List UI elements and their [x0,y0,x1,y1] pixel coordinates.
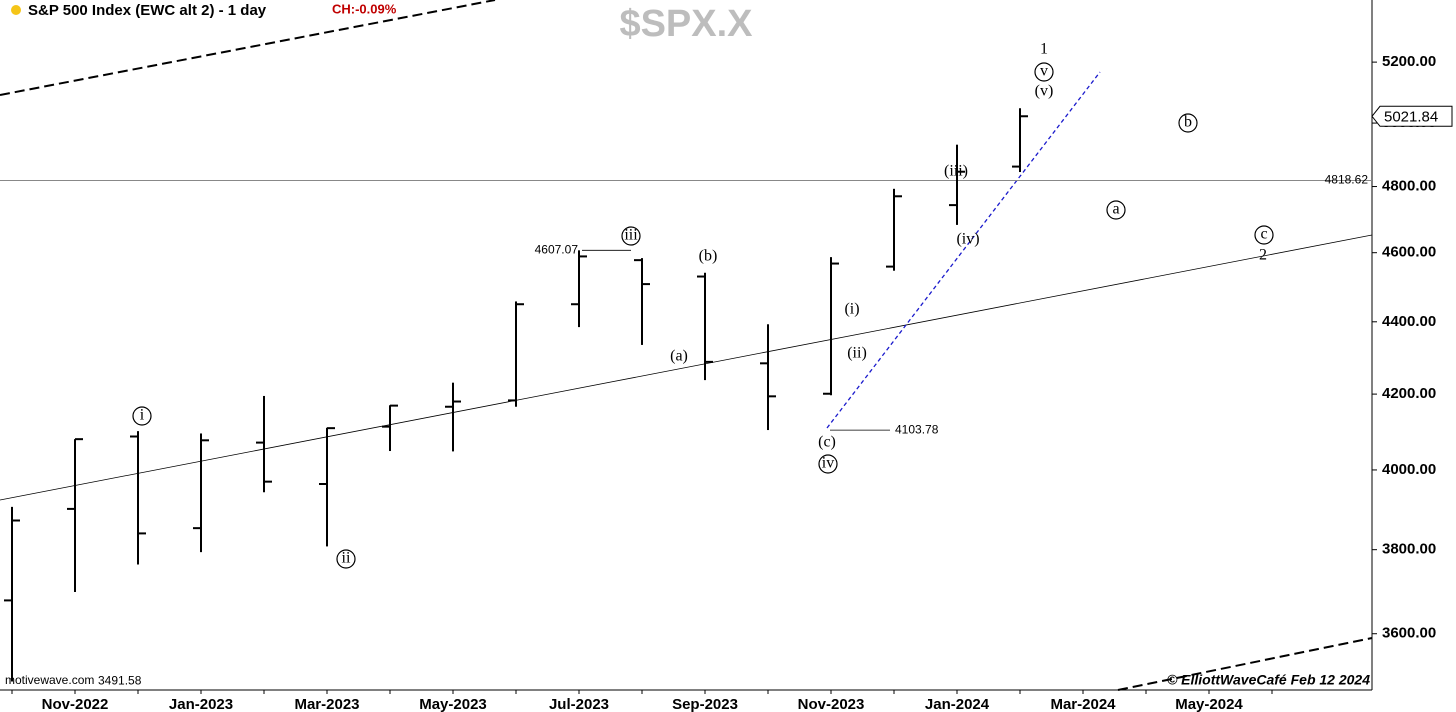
chart-title: S&P 500 Index (EWC alt 2) - 1 day [28,2,267,19]
trend-line [0,234,1373,501]
wave-label: (ii) [847,345,867,362]
x-tick-label: Jul-2023 [549,696,609,712]
last-price: 5021.84 [1384,108,1438,125]
wave-ring [818,454,838,474]
y-tick-label: 4600.00 [1382,244,1436,261]
wave-ring [1106,200,1126,220]
wave-ring [336,549,356,569]
wave-label: v [1040,63,1048,80]
x-tick-label: Nov-2022 [42,696,109,712]
wave-label: (i) [844,301,859,318]
y-tick-label: 4800.00 [1382,178,1436,195]
wave-ring [1034,62,1054,82]
wave-label: ii [342,550,351,567]
y-tick-label: 4000.00 [1382,461,1436,478]
annotation-label: 3491.58 [98,673,142,687]
wave-label: iv [822,455,834,472]
credit: © ElliottWaveCafé Feb 12 2024 [1167,672,1370,688]
wave-labels: 1 v (v) (iii) (iv) iii (b) (a) i ii (i) … [132,41,1274,569]
wave-label: iii [624,227,638,244]
source: motivewave.com [5,673,94,687]
wave-label: b [1184,114,1192,131]
wave-ring [621,226,641,246]
y-tick-label: 4200.00 [1382,385,1436,402]
change: CH:-0.09% [332,1,397,16]
wave-ring [1254,225,1274,245]
x-tick-label: Mar-2024 [1050,696,1116,712]
wave-label: (iv) [956,231,979,248]
channel-line [1117,637,1373,691]
wave-label: i [140,407,145,424]
x-tick-label: May-2023 [419,696,487,712]
wave-label: 2 [1259,247,1267,264]
trend-line [826,71,1101,429]
wave-label: (a) [670,348,688,365]
wave-label: (v) [1035,83,1054,100]
x-tick-label: Jan-2023 [169,696,233,712]
level-label: 4818.62 [1325,173,1369,187]
y-tick-label: 4400.00 [1382,313,1436,330]
x-tick-label: Sep-2023 [672,696,738,712]
y-tick-label: 3800.00 [1382,541,1436,558]
y-tick-label: 5200.00 [1382,53,1436,70]
wave-label: c [1260,226,1267,243]
status-dot [11,5,21,15]
wave-ring [132,406,152,426]
x-tick-label: Mar-2023 [294,696,359,712]
x-tick-label: Nov-2023 [798,696,865,712]
symbol-watermark: $SPX.X [619,3,753,45]
x-tick-label: May-2024 [1175,696,1243,712]
annotation-label: 4103.78 [895,422,939,436]
wave-ring [1178,113,1198,133]
wave-label: (c) [818,434,836,451]
wave-label: 1 [1040,41,1048,58]
wave-label: (b) [699,248,718,265]
wave-label: a [1112,201,1119,218]
y-tick-label: 3600.00 [1382,625,1436,642]
channel-line [0,0,496,96]
x-tick-label: Jan-2024 [925,696,990,712]
annotation-label: 4607.07 [535,242,579,256]
last-price-box [1371,105,1453,127]
